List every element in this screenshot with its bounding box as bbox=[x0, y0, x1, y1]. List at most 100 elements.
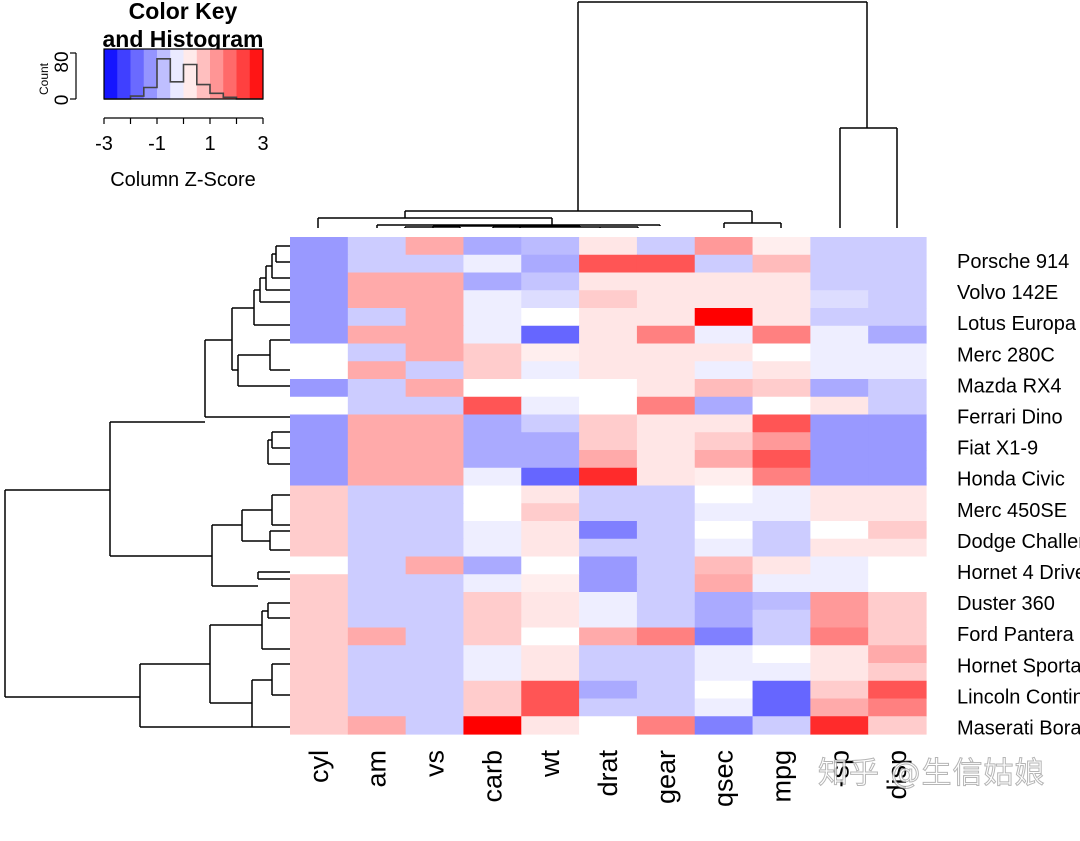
row-label: Ferrari Dino bbox=[957, 407, 1063, 429]
row-label: Honda Civic bbox=[957, 469, 1065, 491]
heatmap-cell bbox=[694, 396, 754, 416]
heatmap-cell bbox=[405, 680, 465, 700]
key-x-tick-label: -3 bbox=[95, 133, 113, 155]
heatmap-cell bbox=[636, 237, 696, 256]
heatmap-cell bbox=[463, 450, 522, 469]
heatmap-cell bbox=[810, 556, 869, 575]
row-label: Hornet Sportabout bbox=[957, 655, 1080, 677]
heatmap-cell bbox=[347, 485, 407, 504]
heatmap-cell bbox=[868, 308, 927, 327]
heatmap-cell bbox=[752, 538, 811, 558]
heatmap-cell bbox=[463, 325, 522, 345]
heatmap-cell bbox=[810, 467, 869, 487]
heatmap-cell bbox=[405, 485, 465, 504]
heatmap-cell bbox=[579, 467, 638, 487]
heatmap-cell bbox=[521, 450, 580, 469]
heatmap-cell bbox=[752, 254, 811, 274]
heatmap-cell bbox=[579, 237, 638, 256]
heatmap-cell bbox=[347, 663, 407, 682]
heatmap-cell bbox=[290, 467, 349, 487]
heatmap-cell bbox=[347, 538, 407, 558]
heatmap-cell bbox=[463, 645, 522, 664]
key-y-tick-label: 80 bbox=[52, 51, 73, 72]
heatmap-cell bbox=[463, 521, 522, 540]
color-key-bin bbox=[183, 49, 198, 99]
heatmap-cell bbox=[579, 272, 638, 291]
heatmap-cell bbox=[579, 609, 638, 629]
heatmap-cell bbox=[694, 308, 754, 327]
column-label: am bbox=[362, 750, 392, 788]
heatmap-cell bbox=[347, 414, 407, 433]
heatmap-cell bbox=[405, 432, 465, 451]
heatmap-cell bbox=[810, 379, 869, 398]
heatmap-cell bbox=[405, 361, 465, 380]
heatmap-cell bbox=[636, 414, 696, 433]
row-dendrogram bbox=[4, 245, 290, 728]
heatmap-cell bbox=[694, 290, 754, 309]
heatmap-cell bbox=[752, 592, 811, 611]
heatmap-cell bbox=[636, 432, 696, 451]
heatmap-cell bbox=[463, 574, 522, 593]
heatmap-cell bbox=[579, 645, 638, 664]
heatmap-cell bbox=[868, 716, 927, 735]
heatmap-cell bbox=[810, 414, 869, 433]
heatmap-cell bbox=[290, 272, 349, 291]
color-key-bin bbox=[196, 49, 211, 99]
heatmap-cell bbox=[463, 290, 522, 309]
column-label: wt bbox=[535, 750, 565, 778]
heatmap-cell bbox=[405, 290, 465, 309]
heatmap-cell bbox=[405, 308, 465, 327]
heatmap-cell bbox=[347, 343, 407, 362]
row-label: Volvo 142E bbox=[957, 282, 1058, 304]
heatmap-cell bbox=[752, 379, 811, 398]
color-key-bin bbox=[236, 49, 251, 99]
heatmap-cell bbox=[521, 343, 580, 362]
heatmap-cell bbox=[810, 574, 869, 593]
heatmap-cell bbox=[810, 343, 869, 362]
heatmap-cell bbox=[694, 663, 754, 682]
color-key-frame bbox=[103, 48, 264, 100]
heatmap-cell bbox=[752, 627, 811, 646]
heatmap-cell bbox=[868, 450, 927, 469]
heatmap-cell bbox=[579, 308, 638, 327]
heatmap-cell bbox=[752, 663, 811, 682]
heatmap-cell bbox=[810, 325, 869, 345]
heatmap-cell bbox=[290, 556, 349, 575]
heatmap-cell bbox=[405, 716, 465, 735]
heatmap-cell bbox=[290, 680, 349, 700]
heatmap-cell bbox=[694, 325, 754, 345]
key-x-tick-label: 3 bbox=[257, 133, 268, 155]
heatmap-cell bbox=[810, 308, 869, 327]
column-label: cyl bbox=[304, 750, 334, 783]
heatmap-cell bbox=[636, 521, 696, 540]
heatmap-cell bbox=[463, 308, 522, 327]
heatmap-cell bbox=[521, 414, 580, 433]
heatmap-cell bbox=[347, 361, 407, 380]
heatmap-cell bbox=[636, 716, 696, 735]
heatmap-cell bbox=[636, 343, 696, 362]
heatmap-cell bbox=[521, 645, 580, 664]
heatmap-cell bbox=[290, 396, 349, 416]
heatmap-cell bbox=[636, 361, 696, 380]
heatmap-cell bbox=[810, 627, 869, 646]
heatmap-cell bbox=[521, 627, 580, 646]
column-label: gear bbox=[651, 750, 681, 804]
heatmap-cell bbox=[868, 272, 927, 291]
heatmap-cell bbox=[636, 485, 696, 504]
column-label: -sp bbox=[824, 750, 854, 788]
heatmap-cell bbox=[579, 627, 638, 646]
color-key-histogram bbox=[104, 57, 263, 100]
heatmap-cell bbox=[405, 627, 465, 646]
key-x-tick-label: 1 bbox=[204, 133, 215, 155]
heatmap-cell bbox=[579, 361, 638, 380]
heatmap-cell bbox=[405, 645, 465, 664]
heatmap-cell bbox=[810, 237, 869, 256]
row-label: Fiat X1-9 bbox=[957, 438, 1038, 460]
heatmap-cell bbox=[810, 538, 869, 558]
heatmap-cell bbox=[810, 592, 869, 611]
heatmap-cell bbox=[810, 663, 869, 682]
heatmap-cell bbox=[521, 663, 580, 682]
heatmap-cell bbox=[290, 698, 349, 717]
heatmap-cell bbox=[405, 254, 465, 274]
watermark-text: 知乎 @生信姑娘 bbox=[818, 756, 1046, 792]
